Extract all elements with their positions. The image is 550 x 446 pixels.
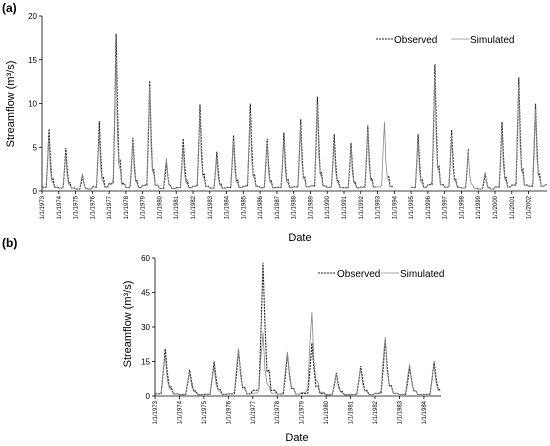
x-tick-label: 1/1/1973 (40, 195, 46, 219)
y-tick-label: 30 (141, 323, 150, 332)
x-ticks-b: 1/1/1973 1/1/1974 1/1/1975 1/1/1976 1/1/1977… (153, 396, 428, 424)
y-tick-label: 0 (33, 187, 38, 196)
x-ticks-a: 1/1/1973 1/1/1974 1/1/1975 1/1/1976 1/1/1977… (40, 191, 533, 219)
x-tick-label: 1/1/1977 (251, 400, 257, 424)
x-tick-label: 1/1/1986 (258, 195, 264, 219)
observed-series-line (155, 262, 441, 396)
x-tick-label: 1/1/1981 (349, 400, 355, 424)
x-tick-label: 1/1/1976 (90, 195, 96, 219)
x-tick-label: 1/1/1978 (275, 400, 281, 424)
x-tick-label: 1/1/1981 (174, 195, 180, 219)
x-tick-label: 1/1/1996 (426, 195, 432, 219)
x-axis-title-b: Date (285, 432, 308, 444)
x-tick-label: 1/1/1974 (177, 400, 183, 424)
x-tick-label: 1/1/1992 (359, 195, 365, 219)
x-tick-label: 1/1/1983 (208, 195, 214, 219)
y-tick-label: 20 (28, 12, 37, 21)
x-tick-label: 1/1/1989 (308, 195, 314, 219)
x-tick-label: 1/1/1991 (342, 195, 348, 219)
x-tick-label: 1/1/1993 (376, 195, 382, 219)
y-axis-label-b: Streamflow (m³/s) (122, 281, 134, 368)
y-ticks-b: 0 15 30 45 60 (141, 254, 155, 401)
panel-label-a: (a) (2, 1, 17, 15)
x-tick-label: 1/1/1982 (373, 400, 379, 424)
panel-label-b: (b) (2, 236, 17, 250)
x-tick-label: 1/1/1988 (292, 195, 298, 219)
legend-a: Observed Simulated (376, 35, 514, 46)
y-tick-label: 15 (141, 358, 150, 367)
x-tick-label: 1/1/1997 (443, 195, 449, 219)
y-axis-title-a: Streamflow (m³/s) (5, 61, 17, 148)
y-tick-label: 45 (141, 289, 150, 298)
x-tick-label: 1/1/1984 (422, 400, 428, 424)
x-tick-label: 1/1/1982 (191, 195, 197, 219)
x-tick-label: 1/1/1985 (241, 195, 247, 219)
legend-simulated-label-a: Simulated (470, 35, 514, 46)
observed-series-line (42, 33, 547, 190)
x-tick-label: 1/1/1990 (325, 195, 331, 219)
y-tick-label: 0 (146, 392, 151, 401)
x-tick-label: 1/1/1987 (275, 195, 281, 219)
x-tick-label: 1/1/1999 (476, 195, 482, 219)
chart-b: (b) Streamflow (m³/s) Date 0 15 30 45 60 1/1… (2, 236, 444, 444)
x-tick-label: 1/1/2001 (510, 195, 516, 219)
y-ticks-a: 0 5 10 15 20 (28, 12, 42, 196)
series-lines-a (42, 33, 547, 190)
y-tick-label: 5 (33, 143, 38, 152)
simulated-series-line (42, 57, 547, 190)
x-tick-label: 1/1/1984 (225, 195, 231, 219)
x-tick-label: 1/1/1983 (397, 400, 403, 424)
x-tick-label: 1/1/1973 (153, 400, 159, 424)
x-tick-label: 1/1/1978 (124, 195, 130, 219)
y-tick-label: 15 (28, 56, 37, 65)
y-axis-title-b: Streamflow (m³/s) (122, 281, 134, 368)
x-tick-label: 1/1/1974 (57, 195, 63, 219)
legend-observed-label-a: Observed (394, 35, 437, 46)
x-tick-label: 1/1/2000 (493, 195, 499, 219)
simulated-series-line (155, 312, 441, 396)
x-tick-label: 1/1/1979 (141, 195, 147, 219)
x-tick-label: 1/1/1995 (409, 195, 415, 219)
y-tick-label: 10 (28, 100, 37, 109)
x-tick-label: 1/1/2002 (527, 195, 533, 219)
x-tick-label: 1/1/1994 (392, 195, 398, 219)
x-tick-label: 1/1/1976 (226, 400, 232, 424)
legend-b: Observed Simulated (318, 269, 444, 280)
chart-a: (a) Streamflow (m³/s) Date 0 5 10 15 20 1/1/… (2, 1, 547, 244)
series-lines-b (155, 262, 441, 396)
x-tick-label: 1/1/1977 (107, 195, 113, 219)
x-tick-label: 1/1/1998 (459, 195, 465, 219)
x-tick-label: 1/1/1975 (74, 195, 80, 219)
x-tick-label: 1/1/1975 (202, 400, 208, 424)
x-tick-label: 1/1/1979 (300, 400, 306, 424)
x-tick-label: 1/1/1980 (157, 195, 163, 219)
y-axis-label-a: Streamflow (m³/s) (5, 61, 17, 148)
x-axis-title-a: Date (288, 232, 311, 244)
legend-observed-label-b: Observed (337, 269, 380, 280)
y-tick-label: 60 (141, 254, 150, 263)
legend-simulated-label-b: Simulated (400, 269, 444, 280)
x-tick-label: 1/1/1980 (324, 400, 330, 424)
